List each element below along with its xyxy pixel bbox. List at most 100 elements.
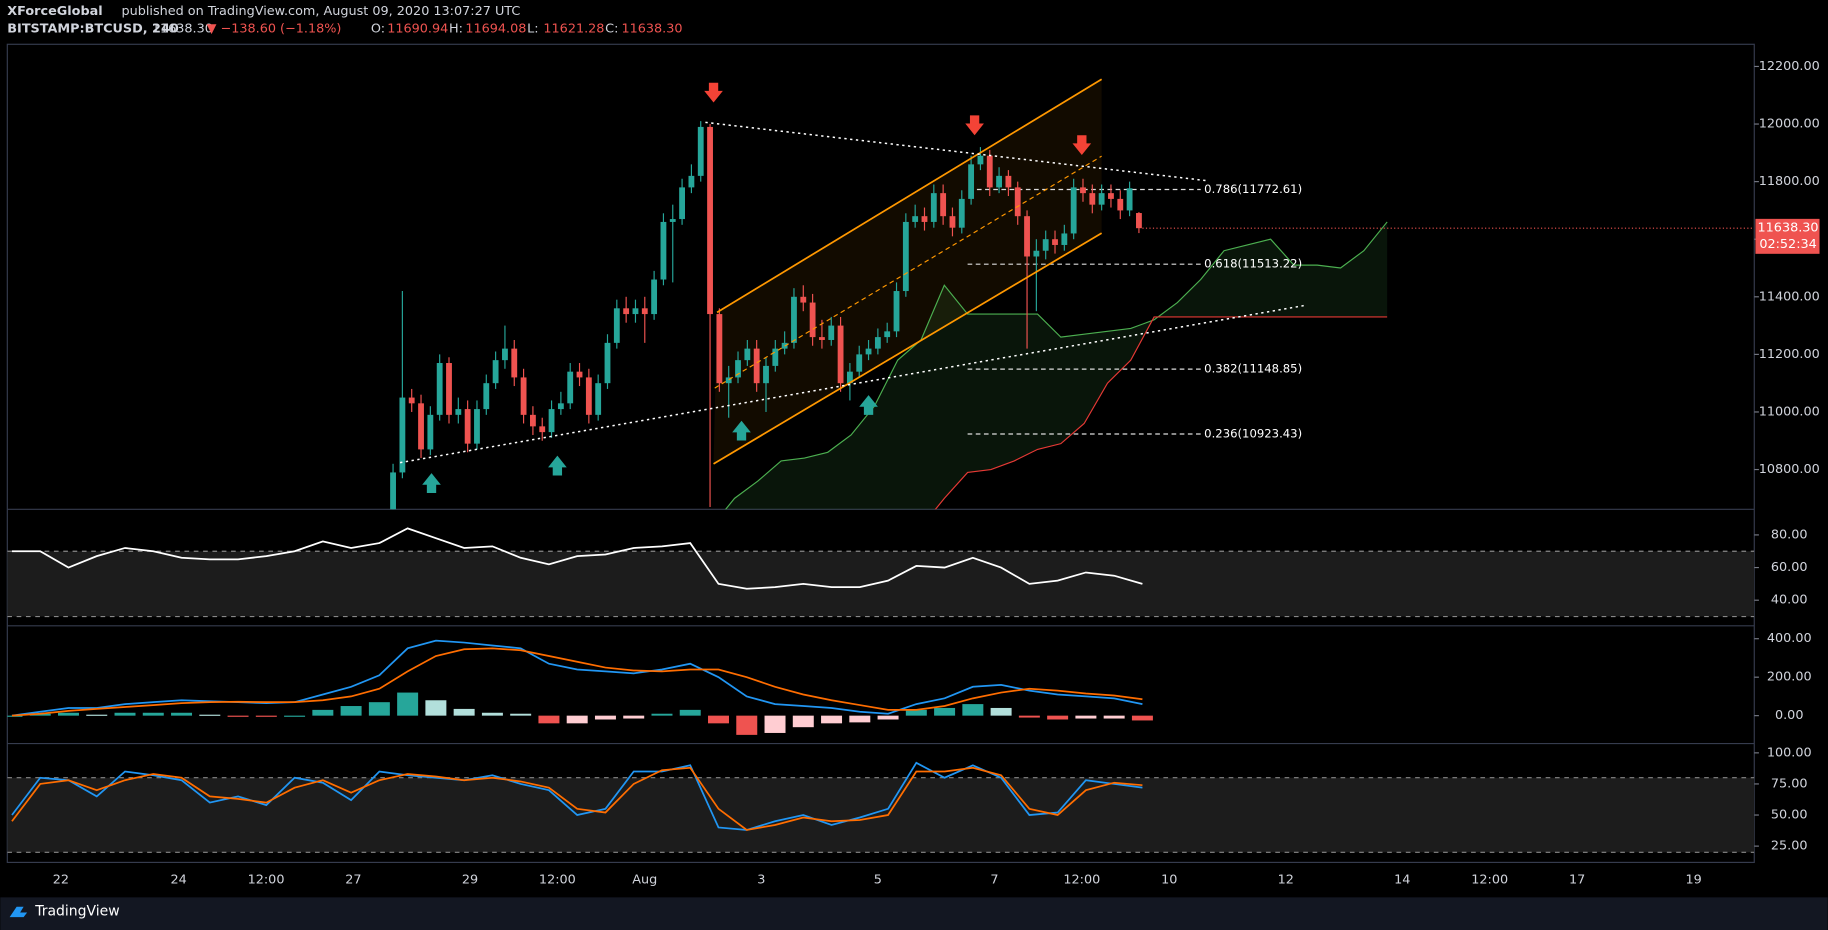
candle-body (772, 348, 779, 366)
ohlc-label: C: (605, 22, 618, 37)
histogram-bar (510, 713, 532, 716)
candle-body (893, 291, 900, 332)
channel-lower (713, 232, 1103, 465)
indicator-line (11, 647, 1143, 717)
histogram-bar (849, 715, 871, 723)
candle-body (1061, 233, 1068, 245)
drawings (399, 78, 1306, 493)
panels (6, 43, 1755, 863)
candle-body (940, 193, 947, 217)
x-tick-label: 22 (53, 872, 69, 887)
candle-body (735, 360, 741, 378)
last-price-label: 11638.30 (1758, 221, 1819, 236)
histogram-bar (792, 715, 814, 728)
x-tick-label: 19 (1686, 872, 1702, 887)
x-tick-label: 12:00 (1471, 872, 1508, 887)
symbol-line: BITSTAMP:BTCUSD, 240 11638.30 ▼ −138.60 … (7, 22, 682, 37)
x-tick-label: 5 (874, 872, 882, 887)
candle-body (912, 216, 919, 222)
x-tick-label: 27 (345, 872, 361, 887)
histogram-bar (651, 713, 673, 716)
candle-body (436, 363, 443, 415)
x-tick-label: 12:00 (1063, 872, 1100, 887)
candle-body (567, 371, 574, 404)
y-tick-label: 12200.00 (1759, 59, 1820, 74)
histogram-bar (1103, 715, 1125, 719)
candle-body (651, 279, 658, 315)
y-tick-label: 60.00 (1771, 560, 1808, 575)
histogram-bar (86, 714, 108, 716)
indicator-line (11, 527, 1143, 590)
indicator-line (11, 766, 1143, 831)
ohlc-label: H: (449, 22, 463, 37)
trend-line (399, 304, 1306, 464)
candle-body (809, 302, 816, 338)
candle-body (539, 426, 546, 433)
candle-body (418, 403, 424, 450)
candle-body (502, 348, 508, 361)
candle-body (641, 308, 648, 315)
symbol: BITSTAMP:BTCUSD, 240 (7, 22, 179, 37)
band-fill (7, 777, 1755, 853)
candle-body (791, 296, 797, 343)
fib-label: 0.786(11772.61) (1204, 182, 1302, 196)
indicator-line (11, 639, 1143, 717)
candle-body (1126, 188, 1133, 211)
stoch-panel (7, 761, 1755, 853)
rsi-panel (7, 527, 1755, 618)
plot-frame (6, 43, 1755, 863)
countdown: 02:52:34 (1759, 237, 1816, 252)
cloud-line (724, 221, 1388, 510)
candle-body (996, 175, 1002, 188)
candle-body (1117, 198, 1124, 211)
candle-body (819, 337, 825, 340)
fib-label: 0.382(11148.85) (1204, 362, 1302, 376)
candle-body (921, 216, 928, 222)
candle-body (548, 409, 555, 433)
channel-upper (716, 78, 1103, 314)
histogram-bar (990, 707, 1012, 716)
candle-body (669, 219, 676, 222)
histogram-bar (1131, 715, 1153, 721)
x-tick-label: 24 (170, 872, 186, 887)
candle-body (595, 383, 602, 415)
y-tick-label: 80.00 (1771, 527, 1808, 542)
histogram-bar (736, 715, 758, 735)
fib-label: 0.236(10923.43) (1204, 427, 1302, 441)
histogram-bar (821, 715, 843, 724)
candle-body (399, 397, 406, 473)
histogram-bar (708, 715, 729, 724)
axes: 12200.0012000.0011800.0011600.0011400.00… (53, 59, 1820, 887)
ohlc-value: 11690.94 (387, 22, 448, 37)
histogram-bar (227, 715, 249, 717)
ohlc-value: 11694.08 (465, 22, 526, 37)
histogram-bar (29, 713, 51, 716)
candle-body (725, 377, 732, 384)
candle-body (623, 308, 630, 315)
histogram-bar (481, 712, 503, 716)
candle-body (688, 175, 695, 188)
candle-body (613, 308, 620, 343)
candle-body (930, 193, 937, 222)
histogram-bar (453, 708, 475, 716)
x-tick-label: 3 (757, 872, 765, 887)
last: 11638.30 (152, 22, 213, 37)
candle-body (474, 409, 480, 444)
candle-body (408, 397, 415, 404)
candle-body (464, 409, 471, 444)
candle-body (884, 331, 891, 338)
y-tick-label: 11400.00 (1759, 289, 1820, 304)
histogram-bar (199, 714, 221, 716)
cloud-fill (725, 221, 1388, 510)
histogram-bar (538, 715, 560, 724)
candle-body (604, 342, 611, 384)
histogram-bar (142, 712, 164, 716)
candle-body (483, 383, 490, 410)
y-tick-label: 400.00 (1767, 631, 1812, 646)
candle-body (520, 377, 527, 415)
histogram-bar (1075, 715, 1097, 719)
candle-body (949, 216, 956, 228)
histogram-bar (255, 715, 277, 717)
